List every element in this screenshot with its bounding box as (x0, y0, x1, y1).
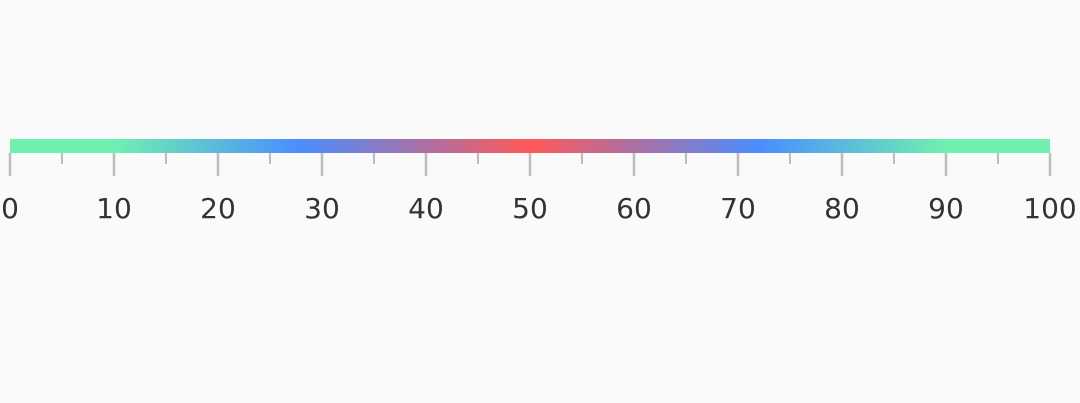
tick-label-0: 0 (1, 192, 19, 225)
tick-label-60: 60 (616, 192, 652, 225)
tick-label-90: 90 (928, 192, 964, 225)
tick-label-30: 30 (304, 192, 340, 225)
tick-label-20: 20 (200, 192, 236, 225)
tick-label-50: 50 (512, 192, 548, 225)
tick-label-40: 40 (408, 192, 444, 225)
tick-label-80: 80 (824, 192, 860, 225)
tick-label-70: 70 (720, 192, 756, 225)
color-gradient-bar (10, 139, 1050, 153)
tick-label-10: 10 (96, 192, 132, 225)
tick-label-100: 100 (1023, 192, 1076, 225)
